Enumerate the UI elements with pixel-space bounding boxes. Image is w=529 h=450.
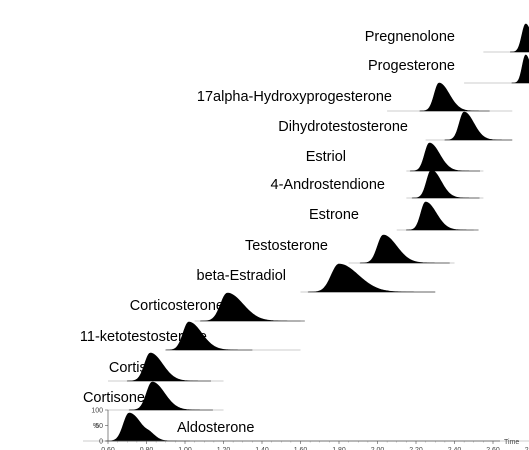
peak xyxy=(510,23,529,53)
x-tick-label: 1.80 xyxy=(332,447,346,450)
y-tick-label: 0 xyxy=(99,439,103,446)
peak xyxy=(359,234,450,264)
y-tick-label: 50 xyxy=(95,423,103,430)
peak xyxy=(128,381,213,411)
peak xyxy=(511,54,529,84)
trace-cortisone: Cortisone xyxy=(83,381,224,411)
peak xyxy=(409,142,481,172)
trace-label-cortisone: Cortisone xyxy=(83,390,145,406)
trace-label-beta-estradiol: beta-Estradiol xyxy=(197,268,286,284)
trace-label-11-ketotestosterone: 11-ketotestosterone xyxy=(80,329,207,345)
x-axis-label: Time xyxy=(504,439,519,446)
peak xyxy=(126,352,211,382)
trace-label-4-androstendione: 4-Androstendione xyxy=(271,177,385,193)
y-axis-label: % xyxy=(93,423,99,430)
trace-label-aldosterone: Aldosterone xyxy=(177,420,254,436)
x-tick-label: 1.60 xyxy=(294,447,308,450)
x-tick-label: 2.80 xyxy=(525,447,529,450)
trace-pregnenolone: Pregnenolone xyxy=(365,23,529,53)
y-tick-label: 100 xyxy=(91,408,103,415)
trace-label-progesterone: Progesterone xyxy=(368,58,455,74)
y-axis: 0 50 100% xyxy=(91,408,109,446)
trace-label-corticosterone: Corticosterone xyxy=(130,298,224,314)
trace-estriol: Estriol xyxy=(306,142,484,172)
traces-group: Pregnenolone Progesterone 17alpha-Hydroxyp… xyxy=(80,23,529,442)
trace-label-estrone: Estrone xyxy=(309,207,359,223)
trace-cortisol: Cortisol xyxy=(108,352,224,382)
peak xyxy=(165,321,253,351)
x-tick-label: 2.60 xyxy=(486,447,500,450)
x-tick-label: 2.40 xyxy=(448,447,462,450)
trace-progesterone: Progesterone xyxy=(368,54,529,84)
trace-4-androstendione: 4-Androstendione xyxy=(271,169,484,199)
trace-label-dihydrotestosterone: Dihydrotestosterone xyxy=(278,119,408,135)
trace-label-testosterone: Testosterone xyxy=(245,238,328,254)
peak xyxy=(307,263,436,293)
x-tick-label: 1.00 xyxy=(178,447,192,450)
peak xyxy=(411,169,480,199)
trace-label-17alpha-hydroxyprogesterone: 17alpha-Hydroxyprogesterone xyxy=(197,89,392,105)
trace-testosterone: Testosterone xyxy=(245,234,455,264)
peak xyxy=(444,111,513,141)
trace-dihydrotestosterone: Dihydrotestosterone xyxy=(278,111,513,141)
x-axis: 0.60 0.80 1.00 1.20 1.40 1.60 1.80 2.00 2.20 2.40… xyxy=(101,439,529,450)
x-tick-label: 2.20 xyxy=(409,447,423,450)
trace-11-ketotestosterone: 11-ketotestosterone xyxy=(80,321,301,351)
trace-corticosterone: Corticosterone xyxy=(130,292,305,322)
x-tick-label: 0.80 xyxy=(140,447,154,450)
x-tick-label: 0.60 xyxy=(101,447,115,450)
trace-17alpha-hydroxyprogesterone: 17alpha-Hydroxyprogesterone xyxy=(197,82,513,112)
trace-label-estriol: Estriol xyxy=(306,149,346,165)
trace-label-pregnenolone: Pregnenolone xyxy=(365,29,455,45)
trace-estrone: Estrone xyxy=(309,201,479,231)
peak xyxy=(419,82,490,112)
peak xyxy=(406,201,479,231)
x-tick-label: 1.40 xyxy=(255,447,269,450)
trace-label-cortisol: Cortisol xyxy=(109,360,158,376)
trace-beta-estradiol: beta-Estradiol xyxy=(197,263,436,293)
peak xyxy=(200,292,305,322)
x-tick-label: 1.20 xyxy=(217,447,231,450)
x-tick-label: 2.00 xyxy=(371,447,385,450)
trace-aldosterone: Aldosterone xyxy=(82,412,529,442)
